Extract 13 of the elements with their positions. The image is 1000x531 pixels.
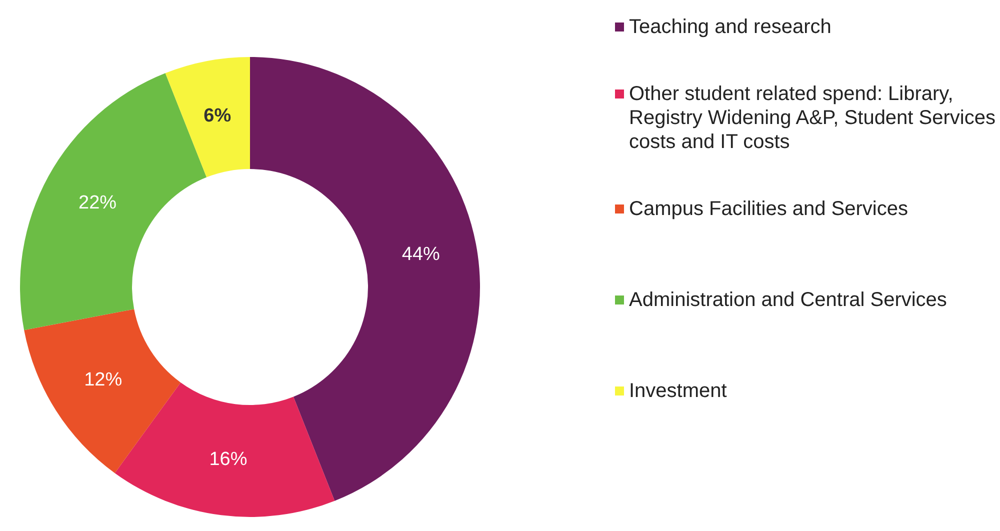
- legend-label: Administration and Central Services: [629, 289, 947, 311]
- data-label: 6%: [204, 106, 232, 127]
- legend-label: Campus Facilities and Services: [629, 198, 908, 220]
- data-label: 22%: [78, 192, 117, 214]
- data-label: 12%: [84, 370, 122, 391]
- data-label: 16%: [209, 449, 248, 470]
- donut-slice: [250, 57, 480, 501]
- legend-label: Teaching and research: [629, 16, 832, 38]
- legend-label: Investment: [629, 380, 728, 402]
- donut-slice: [24, 309, 181, 474]
- data-label: 44%: [402, 244, 440, 265]
- donut-slice: [165, 57, 250, 178]
- legend-label: Other student related spend: Library, Registry Widening A&P, Student Services costs and IT costs: [629, 83, 996, 153]
